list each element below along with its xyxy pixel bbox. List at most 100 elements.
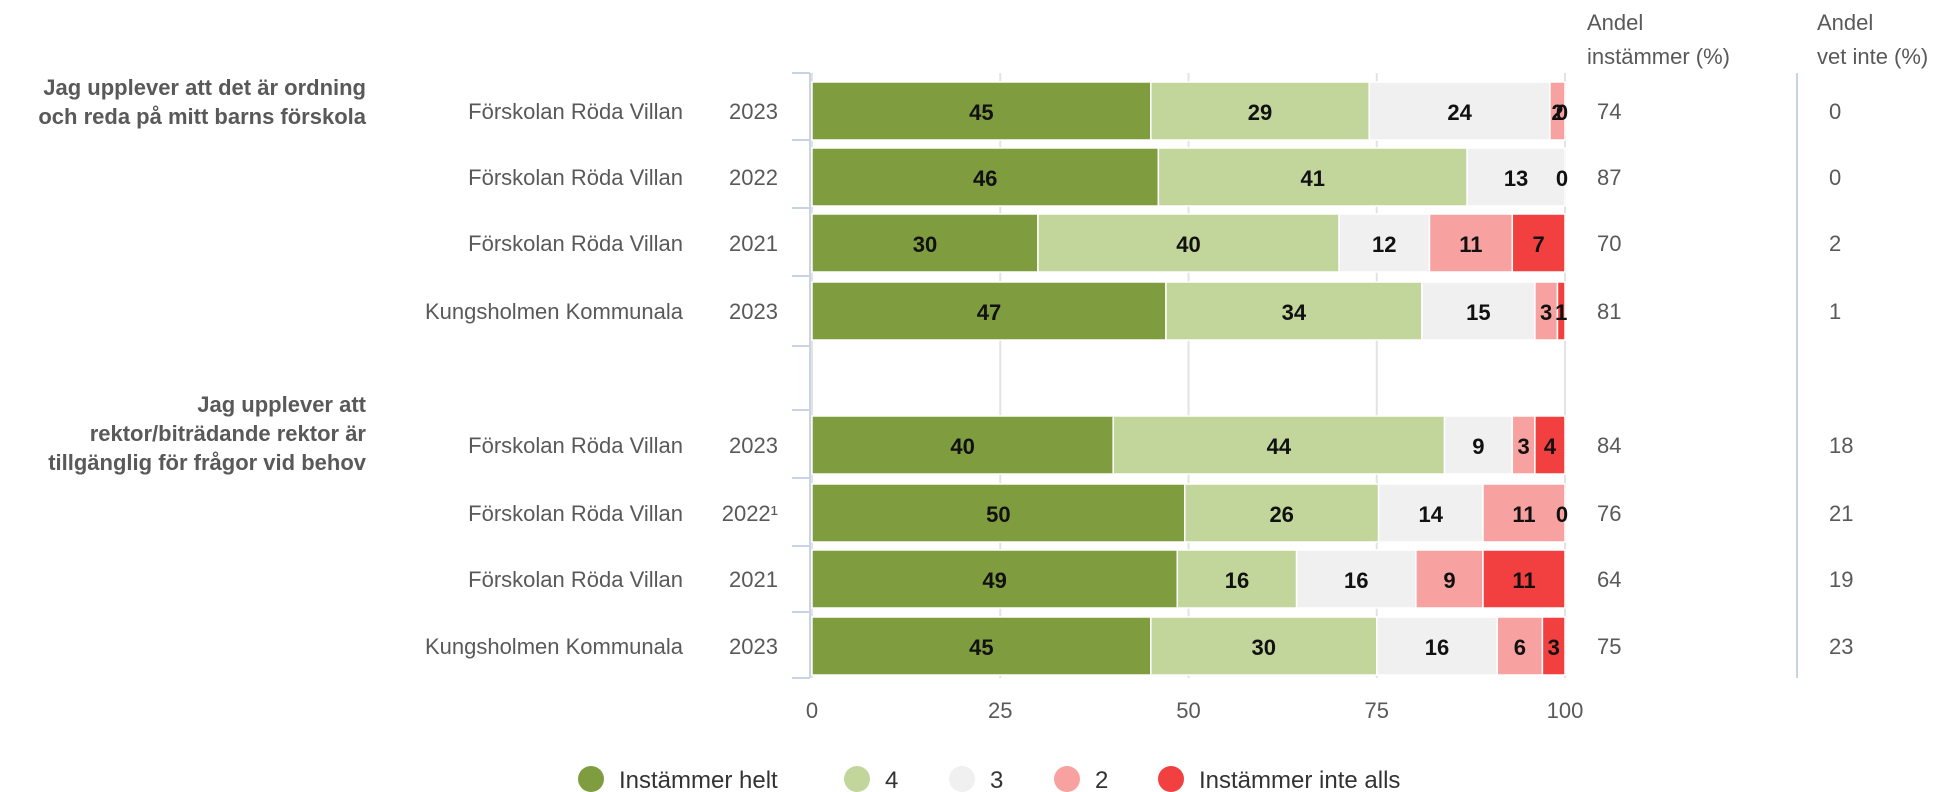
andel-vet-inte-value: 21 (1829, 501, 1853, 526)
andel-instammer-value: 84 (1597, 433, 1621, 458)
bar-segment (1541, 616, 1566, 676)
legend-marker (578, 766, 604, 792)
bar-segment (1295, 549, 1417, 609)
row-unit-label: Förskolan Röda Villan (468, 433, 683, 458)
bar-segment (811, 483, 1186, 543)
bar-value-label: 29 (1248, 100, 1272, 125)
bar-value-label: 16 (1225, 568, 1249, 593)
bar-value-label: 40 (950, 434, 974, 459)
side-header-line1: Andel (1587, 10, 1643, 35)
bar-segment (811, 415, 1114, 475)
andel-vet-inte-value: 1 (1829, 299, 1841, 324)
bar-segment (1549, 81, 1566, 141)
bar-segment (1377, 483, 1484, 543)
legend-label: 3 (990, 767, 1003, 792)
bar-value-label: 6 (1514, 635, 1526, 660)
row-labels: Jag upplever att det är ordning och reda … (38, 75, 778, 659)
bar-segment (1421, 281, 1536, 341)
bar-value-label: 46 (973, 166, 997, 191)
bar-value-label: 16 (1425, 635, 1449, 660)
side-header-line1: Andel (1817, 10, 1873, 35)
bar-value-label: 30 (1252, 635, 1276, 660)
x-axis: 0 25 50 75 100 (792, 72, 1584, 723)
bar-segment (1443, 415, 1514, 475)
bar-value-label: 11 (1512, 568, 1535, 593)
bar-value-label: 7 (1533, 232, 1545, 257)
legend-label: Instämmer helt (619, 767, 778, 792)
bar-segment (1176, 549, 1298, 609)
bar-segment (1482, 483, 1566, 543)
bar-value-label: 47 (977, 300, 1001, 325)
row-year-label: 2022 (729, 165, 778, 190)
bar-value-label: 3 (1548, 635, 1560, 660)
row-unit-label: Förskolan Röda Villan (468, 165, 683, 190)
bar-segment (1368, 81, 1551, 141)
bar-value-label: 0 (1556, 166, 1568, 191)
row-unit-label: Kungsholmen Kommunala (425, 634, 684, 659)
row-year-label: 2023 (729, 433, 778, 458)
bar-segment (1376, 616, 1498, 676)
question-label: Jag upplever att (197, 392, 366, 417)
legend-marker (949, 766, 975, 792)
andel-vet-inte-value: 18 (1829, 433, 1853, 458)
bar-segment (811, 549, 1179, 609)
row-year-label: 2023 (729, 99, 778, 124)
bar-segment (1338, 213, 1431, 273)
bar-segment (1112, 415, 1446, 475)
bar-value-label: 45 (969, 635, 993, 660)
bar-value-label: 26 (1269, 502, 1293, 527)
question-label: rektor/biträdande rektor är (90, 421, 367, 446)
bar-segment (811, 81, 1152, 141)
legend-marker (1158, 766, 1184, 792)
bar-value-label: 3 (1540, 300, 1552, 325)
bar-value-label: 11 (1512, 502, 1535, 527)
bar-value-label: 30 (913, 232, 937, 257)
bar-value-label: 1 (1555, 300, 1567, 325)
x-tick-label: 25 (988, 698, 1012, 723)
bar-value-label: 14 (1419, 502, 1444, 527)
bar-segment (1466, 147, 1566, 207)
bar-value-label: 9 (1472, 434, 1484, 459)
bar-value-label: 49 (982, 568, 1006, 593)
question-label: Jag upplever att det är ordning (43, 75, 366, 100)
legend-label: 2 (1095, 767, 1108, 792)
andel-instammer-value: 70 (1597, 231, 1621, 256)
side-columns: Andel instämmer (%) Andel vet inte (%) 74 0 87… (1587, 10, 1928, 678)
andel-instammer-value: 81 (1597, 299, 1621, 324)
andel-instammer-value: 76 (1597, 501, 1621, 526)
x-tick-label: 75 (1365, 698, 1389, 723)
bar-segment (811, 147, 1160, 207)
bar-value-label: 45 (969, 100, 993, 125)
x-tick-label: 100 (1547, 698, 1584, 723)
andel-vet-inte-value: 23 (1829, 634, 1853, 659)
bar-value-label: 0 (1556, 502, 1568, 527)
side-header-line2: instämmer (%) (1587, 44, 1730, 69)
bar-value-label: 40 (1176, 232, 1200, 257)
bar-value-label: 41 (1301, 166, 1325, 191)
bar-value-label: 9 (1443, 568, 1455, 593)
x-tick-label: 0 (806, 698, 818, 723)
x-tick-label: 50 (1176, 698, 1200, 723)
row-unit-label: Kungsholmen Kommunala (425, 299, 684, 324)
legend-label: 4 (885, 767, 898, 792)
bar-value-label: 24 (1447, 100, 1472, 125)
bar-segment (1556, 281, 1566, 341)
question-label: och reda på mitt barns förskola (38, 104, 366, 129)
bar-value-label: 12 (1372, 232, 1396, 257)
row-year-label: 2022¹ (722, 501, 778, 526)
andel-vet-inte-value: 19 (1829, 567, 1853, 592)
bar-value-label: 13 (1504, 166, 1528, 191)
row-unit-label: Förskolan Röda Villan (468, 231, 683, 256)
andel-vet-inte-value: 0 (1829, 99, 1841, 124)
bar-value-label: 44 (1267, 434, 1292, 459)
legend-marker (844, 766, 870, 792)
bar-segment (811, 213, 1039, 273)
row-year-label: 2023 (729, 299, 778, 324)
row-year-label: 2021 (729, 567, 778, 592)
andel-instammer-value: 75 (1597, 634, 1621, 659)
bar-value-label: 3 (1517, 434, 1529, 459)
legend-label: Instämmer inte alls (1199, 767, 1400, 792)
legend-marker (1054, 766, 1080, 792)
